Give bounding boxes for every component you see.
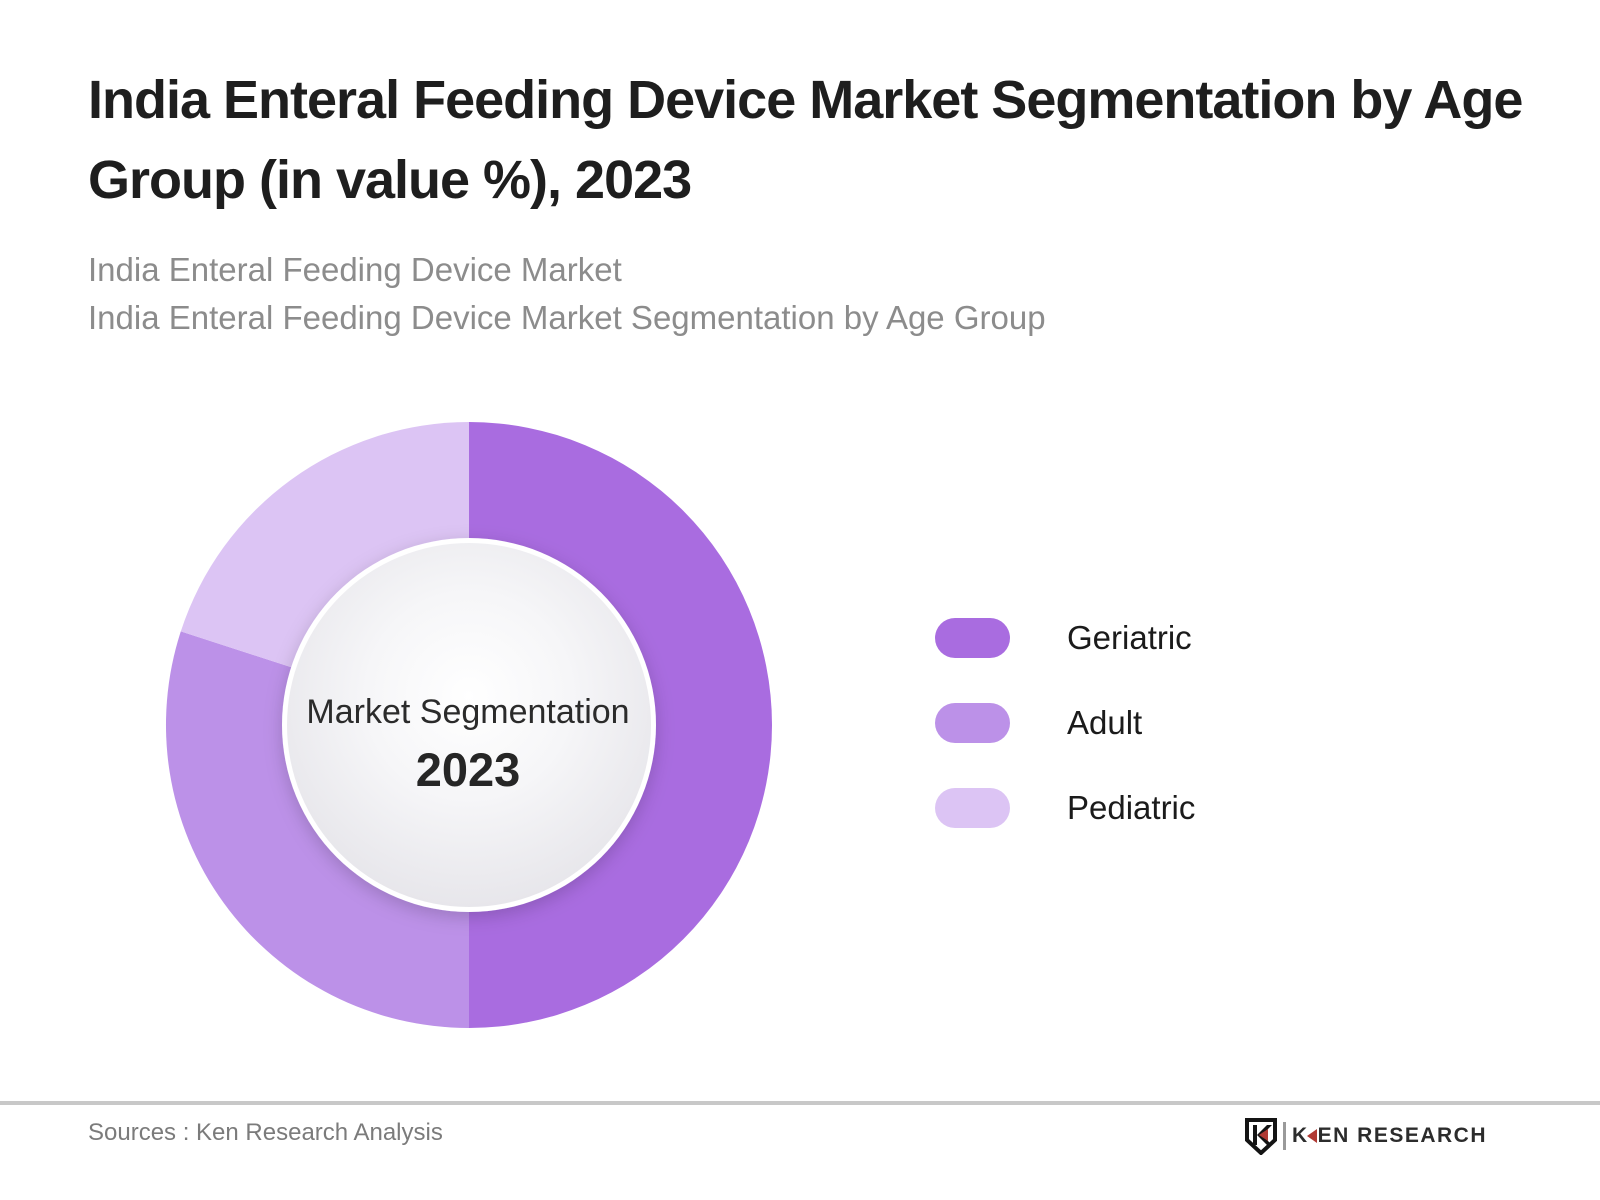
ken-research-logo: K EN RESEARCH <box>1244 1117 1487 1155</box>
sources-text: Sources : Ken Research Analysis <box>88 1119 443 1146</box>
legend-label-geriatric: Geriatric <box>1067 619 1192 656</box>
page-title-line-1: India Enteral Feeding Device Market Segm… <box>88 70 1523 130</box>
chart-legend: Geriatric Adult Pediatric <box>935 618 1195 873</box>
logo-shield-icon <box>1244 1118 1277 1155</box>
donut-center-year: 2023 <box>416 743 521 796</box>
logo-divider-bar <box>1282 1122 1286 1150</box>
legend-swatch-geriatric <box>935 618 1010 658</box>
logo-text: K EN RESEARCH <box>1292 1124 1487 1148</box>
subtitle-line-2: India Enteral Feeding Device Market Segm… <box>88 299 1046 336</box>
logo-text-rest: EN RESEARCH <box>1317 1124 1487 1147</box>
page-title: India Enteral Feeding Device Market Segm… <box>88 60 1568 220</box>
legend-swatch-pediatric <box>935 788 1010 828</box>
footer-divider <box>0 1101 1600 1105</box>
donut-center-label: Market Segmentation <box>306 693 629 731</box>
legend-item-geriatric: Geriatric <box>935 618 1195 658</box>
legend-item-pediatric: Pediatric <box>935 788 1195 828</box>
logo-red-triangle-icon <box>1306 1129 1317 1143</box>
donut-center-circle <box>287 543 651 907</box>
donut-chart: Market Segmentation 2023 <box>149 405 789 1045</box>
logo-text-k: K <box>1291 1124 1309 1147</box>
legend-swatch-adult <box>935 703 1010 743</box>
legend-item-adult: Adult <box>935 703 1195 743</box>
legend-label-adult: Adult <box>1067 704 1143 741</box>
page-title-line-2: Group (in value %), 2023 <box>88 150 692 210</box>
legend-label-pediatric: Pediatric <box>1067 789 1196 826</box>
donut-chart-svg: Market Segmentation 2023 <box>165 422 772 1028</box>
subtitle-line-1: India Enteral Feeding Device Market <box>88 251 622 288</box>
page-subtitle: India Enteral Feeding Device Market Indi… <box>88 246 1046 342</box>
